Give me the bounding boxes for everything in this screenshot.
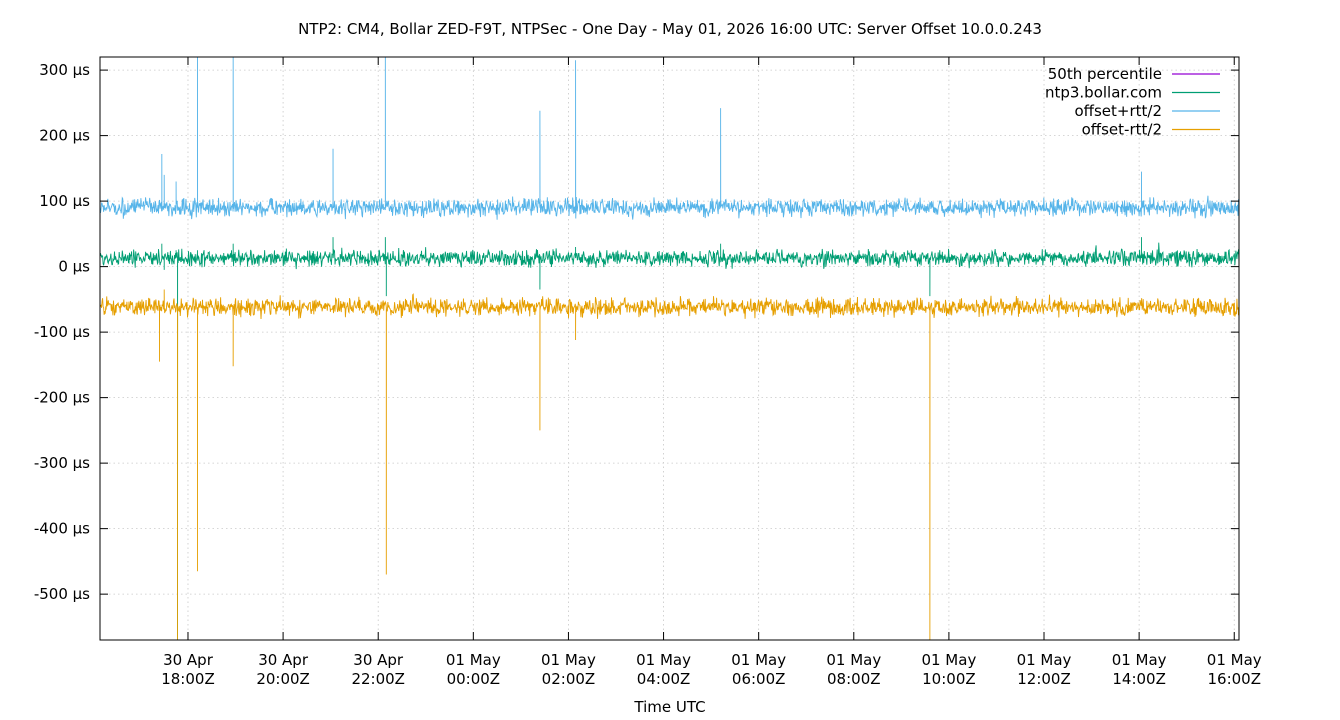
x-tick-label-time: 00:00Z bbox=[447, 670, 501, 688]
x-tick-label-date: 01 May bbox=[1017, 651, 1072, 669]
series-layer bbox=[99, 56, 1240, 641]
x-tick-label-time: 10:00Z bbox=[922, 670, 976, 688]
x-tick-label-time: 14:00Z bbox=[1112, 670, 1166, 688]
x-tick-label-time: 22:00Z bbox=[351, 670, 405, 688]
x-tick-label-date: 01 May bbox=[1112, 651, 1167, 669]
x-axis-label: Time UTC bbox=[633, 698, 705, 716]
grid-lines bbox=[100, 57, 1239, 640]
x-tick-label-time: 04:00Z bbox=[637, 670, 691, 688]
y-tick-label: 100 µs bbox=[39, 192, 90, 210]
x-tick-label-date: 01 May bbox=[541, 651, 596, 669]
y-tick-label: -100 µs bbox=[34, 323, 90, 341]
x-tick-label-time: 02:00Z bbox=[542, 670, 596, 688]
x-tick-label-date: 30 Apr bbox=[163, 651, 214, 669]
series-line-2 bbox=[99, 56, 1240, 220]
x-tick-label-date: 01 May bbox=[921, 651, 976, 669]
y-tick-label: -300 µs bbox=[34, 454, 90, 472]
x-tick-label-date: 30 Apr bbox=[258, 651, 309, 669]
x-tick-label-date: 01 May bbox=[1207, 651, 1262, 669]
x-tick-label-time: 06:00Z bbox=[732, 670, 786, 688]
series-line-3 bbox=[99, 289, 1240, 641]
legend-entry-label: ntp3.bollar.com bbox=[1045, 84, 1162, 102]
x-tick-label-time: 20:00Z bbox=[256, 670, 310, 688]
x-tick-label-date: 01 May bbox=[826, 651, 881, 669]
legend: 50th percentilentp3.bollar.comoffset+rtt… bbox=[1045, 65, 1220, 139]
legend-entry-label: 50th percentile bbox=[1048, 65, 1162, 83]
x-tick-label-time: 12:00Z bbox=[1017, 670, 1071, 688]
x-tick-label-date: 01 May bbox=[446, 651, 501, 669]
y-tick-label: -400 µs bbox=[34, 520, 90, 538]
y-tick-label: 200 µs bbox=[39, 127, 90, 145]
chart-title: NTP2: CM4, Bollar ZED-F9T, NTPSec - One … bbox=[298, 20, 1042, 38]
x-tick-label-date: 30 Apr bbox=[353, 651, 404, 669]
y-tick-label: 0 µs bbox=[58, 258, 90, 276]
y-tick-label: 300 µs bbox=[39, 61, 90, 79]
plot-border bbox=[99, 56, 1240, 641]
x-tick-label-date: 01 May bbox=[636, 651, 691, 669]
series-line-1 bbox=[99, 237, 1240, 641]
y-tick-label: -200 µs bbox=[34, 389, 90, 407]
x-tick-label-time: 08:00Z bbox=[827, 670, 881, 688]
legend-entry-label: offset-rtt/2 bbox=[1082, 121, 1162, 139]
x-tick-label-time: 16:00Z bbox=[1207, 670, 1261, 688]
x-tick-label-time: 18:00Z bbox=[161, 670, 215, 688]
axis-ticks: 300 µs 200 µs 100 µs 0 µs -100 µs -200 µs -300… bbox=[34, 57, 1262, 688]
y-tick-label: -500 µs bbox=[34, 585, 90, 603]
x-tick-label-date: 01 May bbox=[731, 651, 786, 669]
legend-entry-label: offset+rtt/2 bbox=[1074, 102, 1162, 120]
